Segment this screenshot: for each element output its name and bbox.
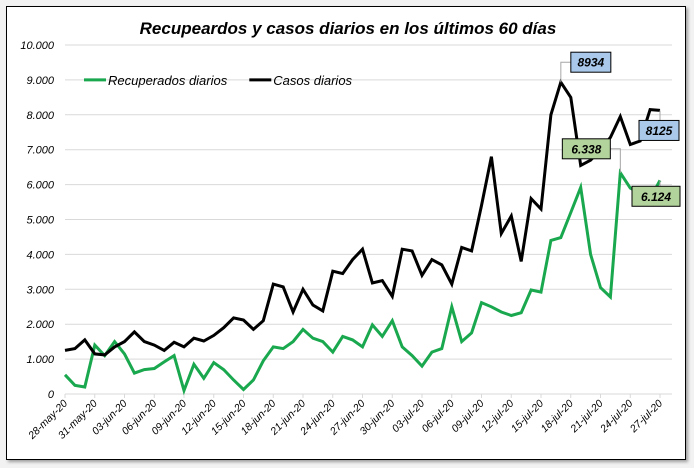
x-tick-label: 27-jul-20: [627, 398, 665, 436]
data-label-box: [561, 138, 611, 160]
chart-title: Recupeardos y casos diarios en los últim…: [140, 19, 557, 38]
data-label: 8125: [638, 110, 680, 141]
data-label-text: 6.124: [641, 190, 671, 204]
y-tick-label: 10.000: [20, 40, 55, 52]
series-line-recuperados-diarios: [63, 168, 662, 396]
data-label: 6.338: [561, 138, 621, 173]
x-axis: 28-may-2031-may-2003-jun-2006-jun-2009-j…: [25, 394, 665, 442]
legend-item: Casos diarios: [249, 73, 353, 88]
y-tick-label: 5.000: [26, 215, 54, 227]
data-labels: 8934 8125 6.338 6.124: [560, 51, 681, 207]
series-lines: [63, 78, 662, 396]
y-axis: 0 1.000 2.000 3.000 4.000 5.000 6.000 7.000 8.00…: [20, 40, 55, 401]
data-label-box: [631, 185, 681, 207]
data-label-box: [638, 119, 680, 141]
y-tick-label: 9.000: [26, 75, 54, 87]
y-tick-label: 6.000: [26, 180, 54, 192]
y-tick-label: 4.000: [26, 249, 54, 261]
x-tick-label: 21-jul-20: [568, 398, 606, 436]
y-tick-label: 8.000: [26, 110, 54, 122]
series-line-casos-diarios: [64, 78, 661, 357]
legend-label: Casos diarios: [273, 73, 352, 88]
data-label-text: 8934: [577, 56, 604, 70]
y-tick-label: 0: [48, 389, 55, 401]
y-tick-label: 2.000: [25, 319, 54, 331]
legend-item: Recuperados diarios: [84, 73, 228, 88]
y-tick-label: 3.000: [26, 284, 54, 296]
chart-frame: [6, 6, 686, 460]
leader-line: [560, 61, 571, 83]
data-label-box: [570, 51, 612, 73]
x-tick-label: 24-jul-20: [597, 398, 635, 436]
y-tick-label: 1.000: [26, 354, 54, 366]
gridlines: [65, 44, 672, 395]
data-label-text: 8125: [646, 124, 673, 138]
legend: Recuperados diarios Casos diarios: [84, 73, 353, 88]
data-label-text: 6.338: [571, 142, 601, 156]
data-label: 8934: [560, 51, 612, 83]
data-label: 6.124: [631, 180, 681, 207]
legend-label: Recuperados diarios: [108, 73, 228, 88]
y-tick-label: 7.000: [26, 145, 54, 157]
